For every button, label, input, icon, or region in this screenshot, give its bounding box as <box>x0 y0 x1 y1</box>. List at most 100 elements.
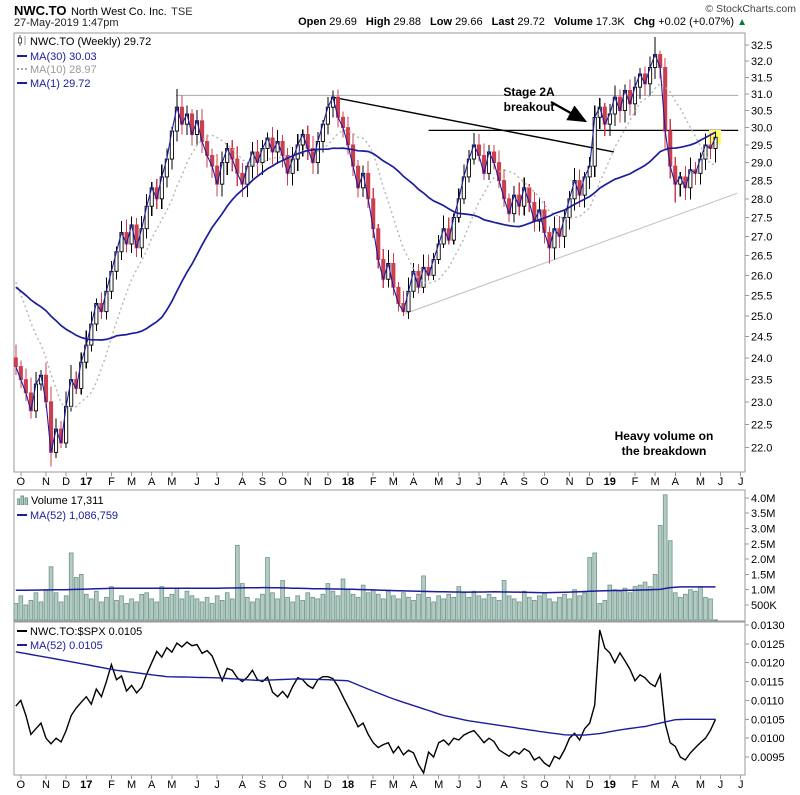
ratio-legend-title-row: NWC.TO:$SPX 0.0105 <box>17 626 142 640</box>
open-value: 29.69 <box>329 16 357 28</box>
svg-text:19: 19 <box>604 476 616 488</box>
ticker-symbol: NWC.TO <box>14 3 67 18</box>
svg-text:31.0: 31.0 <box>751 89 772 101</box>
svg-text:D: D <box>62 779 70 791</box>
svg-text:F: F <box>370 779 377 791</box>
svg-text:N: N <box>42 476 50 488</box>
svg-text:M: M <box>434 476 443 488</box>
svg-text:A: A <box>500 779 508 791</box>
svg-text:J: J <box>718 476 724 488</box>
svg-text:M: M <box>651 476 660 488</box>
svg-text:J: J <box>738 779 744 791</box>
candlesticks <box>13 37 718 467</box>
svg-text:O: O <box>540 779 549 791</box>
volume-legend-title-row: Volume 17,311 <box>16 495 118 510</box>
svg-text:J: J <box>476 476 482 488</box>
svg-text:J: J <box>456 476 462 488</box>
ratio-series <box>15 629 717 775</box>
svg-text:27.0: 27.0 <box>751 231 772 243</box>
volume-ma-legend: MA(52) 1,086,759 <box>30 509 119 522</box>
ma1-swatch-icon <box>17 81 27 84</box>
svg-text:26.5: 26.5 <box>751 251 772 263</box>
x-axis-labels: OONNDD1717FFMMAAMMJJJJAASSOONNDD1818FFMM… <box>17 472 744 791</box>
svg-text:0.0095: 0.0095 <box>751 752 785 764</box>
volume-bars-icon <box>16 495 28 510</box>
svg-text:N: N <box>304 779 312 791</box>
svg-text:28.5: 28.5 <box>751 176 772 188</box>
svg-text:O: O <box>17 779 26 791</box>
svg-text:A: A <box>410 476 418 488</box>
price-legend-title: NWC.TO (Weekly) 29.72 <box>30 36 152 48</box>
svg-text:M: M <box>127 779 136 791</box>
chart-title: NWC.TO North West Co. Inc. TSE <box>14 2 193 20</box>
candlestick-icon <box>17 35 27 51</box>
low-value: 29.66 <box>455 16 483 28</box>
svg-text:32.0: 32.0 <box>751 56 772 68</box>
svg-text:O: O <box>278 779 287 791</box>
svg-text:J: J <box>194 476 200 488</box>
heavy-volume-annotation: Heavy volume on the breakdown <box>600 429 728 459</box>
svg-text:22.0: 22.0 <box>751 443 772 455</box>
svg-text:J: J <box>194 779 200 791</box>
svg-text:19: 19 <box>604 779 616 791</box>
svg-text:18: 18 <box>342 779 354 791</box>
ma30-legend-row: MA(30) 30.03 <box>17 51 151 65</box>
svg-text:N: N <box>42 779 50 791</box>
svg-text:0.0100: 0.0100 <box>751 733 785 745</box>
svg-text:500K: 500K <box>751 600 777 612</box>
svg-text:0.0110: 0.0110 <box>751 695 784 707</box>
svg-text:2.0M: 2.0M <box>751 554 775 566</box>
annotation-line: the breakdown <box>621 444 707 458</box>
price-panel-legend: NWC.TO (Weekly) 29.72 MA(30) 30.03 MA(10… <box>17 35 151 91</box>
svg-text:A: A <box>672 476 680 488</box>
svg-text:M: M <box>127 476 136 488</box>
svg-text:D: D <box>324 779 332 791</box>
trendlines <box>175 94 739 315</box>
svg-text:D: D <box>586 476 594 488</box>
svg-text:J: J <box>456 779 462 791</box>
annotation-line: Heavy volume on <box>614 429 714 443</box>
svg-text:S: S <box>259 476 266 488</box>
up-triangle-icon: ▲ <box>737 17 747 28</box>
svg-text:D: D <box>62 476 70 488</box>
ratio-ma-line <box>15 651 716 736</box>
svg-text:32.5: 32.5 <box>751 40 772 52</box>
ma10-legend-row: MA(10) 28.97 <box>17 64 151 78</box>
svg-text:4.0M: 4.0M <box>751 493 775 505</box>
svg-text:F: F <box>632 476 639 488</box>
svg-text:17: 17 <box>80 779 92 791</box>
svg-text:25.5: 25.5 <box>751 290 772 302</box>
stockcharts-copyright-link[interactable]: © StockCharts.com <box>705 3 796 15</box>
volume-bars <box>13 494 718 621</box>
svg-text:3.5M: 3.5M <box>751 508 775 520</box>
breakout-arrow <box>550 100 588 123</box>
svg-text:S: S <box>259 779 266 791</box>
ma1-line <box>15 53 717 453</box>
ratio-swatch-icon <box>17 630 27 632</box>
svg-text:23.5: 23.5 <box>751 375 772 387</box>
svg-text:2.5M: 2.5M <box>751 539 775 551</box>
svg-text:F: F <box>632 779 639 791</box>
volume-legend-title: Volume 17,311 <box>31 495 104 507</box>
svg-text:A: A <box>239 476 247 488</box>
volume-panel-legend: Volume 17,311 MA(52) 1,086,759 <box>16 495 119 523</box>
svg-text:0.0130: 0.0130 <box>751 620 785 632</box>
ma10-legend: MA(10) 28.97 <box>30 64 97 76</box>
ratio-legend-title: NWC.TO:$SPX 0.0105 <box>30 626 143 638</box>
high-value: 29.88 <box>393 16 421 28</box>
volume-label: Volume <box>553 16 593 28</box>
chart-datetime: 27-May-2019 1:47pm <box>14 17 119 29</box>
svg-text:25.0: 25.0 <box>751 311 772 323</box>
svg-text:M: M <box>651 779 660 791</box>
annotation-arrow <box>550 100 588 123</box>
ratio-panel-legend: NWC.TO:$SPX 0.0105 MA(52) 0.0105 <box>17 626 142 653</box>
svg-text:0.0105: 0.0105 <box>751 714 785 726</box>
svg-text:28.0: 28.0 <box>751 194 772 206</box>
svg-text:M: M <box>167 779 176 791</box>
stage-2a-breakout-annotation: Stage 2A breakout <box>498 85 560 115</box>
svg-text:A: A <box>500 476 508 488</box>
svg-text:F: F <box>108 779 115 791</box>
company-name: North West Co. Inc. <box>70 6 167 18</box>
svg-text:23.0: 23.0 <box>751 397 772 409</box>
